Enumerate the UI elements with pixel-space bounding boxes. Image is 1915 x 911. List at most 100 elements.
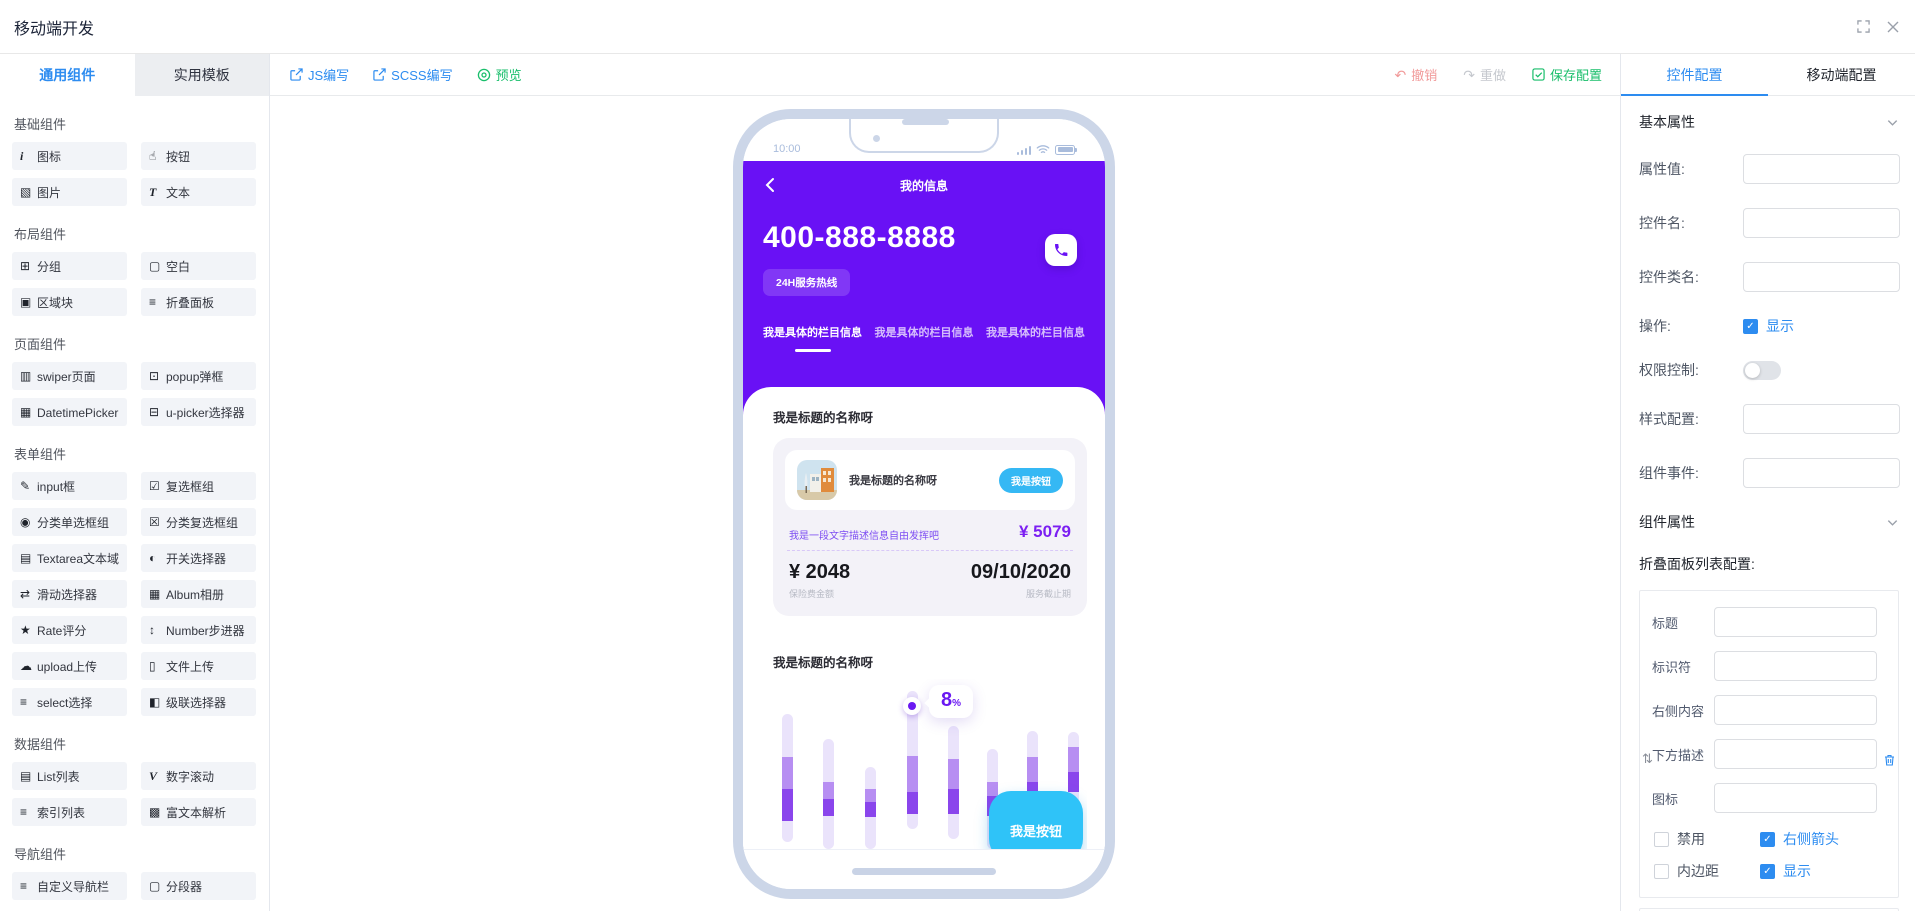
rich-text-icon: ▩	[149, 805, 161, 819]
option-checkbox-label: 显示	[1783, 863, 1811, 879]
component-item-category-checkbox-group[interactable]: ☒ 分类复选框组	[141, 508, 256, 536]
section-basic-attrs[interactable]: 基本属性	[1639, 112, 1899, 132]
chart-tooltip: 8%	[929, 685, 974, 718]
collapse-item-field-input[interactable]	[1714, 695, 1877, 725]
call-button[interactable]	[1045, 234, 1077, 266]
component-item-rate[interactable]: ★ Rate评分	[12, 616, 127, 644]
component-item-label: 分段器	[166, 879, 203, 894]
phone-footer	[743, 849, 1105, 887]
option-checkbox-label: 禁用	[1677, 831, 1705, 847]
phone-tab[interactable]: 我是具体的栏目信息	[874, 327, 974, 339]
component-item-collapse-panel[interactable]: ≡ 折叠面板	[141, 288, 256, 316]
component-item-group[interactable]: ⊞ 分组	[12, 252, 127, 280]
component-item-radio-group[interactable]: ◉ 分类单选框组	[12, 508, 127, 536]
component-item-number-scroll[interactable]: V 数字滚动	[141, 762, 256, 790]
style-config-input[interactable]	[1743, 404, 1900, 434]
component-item-blank[interactable]: ▢ 空白	[141, 252, 256, 280]
collapse-item-checkboxes: 禁用 ✓ 右侧箭头 内边距 ✓ 显示	[1652, 827, 1886, 889]
option-checkbox[interactable]	[1654, 831, 1669, 847]
component-item-u-picker[interactable]: ⊟ u-picker选择器	[141, 398, 256, 426]
component-item-segmenter[interactable]: ▢ 分段器	[141, 872, 256, 900]
component-item-cascader[interactable]: ◧ 级联选择器	[141, 688, 256, 716]
calendar-grid-icon: ⊟	[149, 405, 160, 419]
component-panel-tabs: 通用组件 实用模板	[0, 54, 269, 96]
collapse-item-fields: 标题 标识符 右侧内容 下方描述 图标	[1652, 607, 1886, 813]
attribute-value-input[interactable]	[1743, 154, 1900, 184]
component-item-datetime-picker[interactable]: ▦ DatetimePicker 选择器	[12, 398, 127, 426]
component-item-button[interactable]: ☝ 按钮	[141, 142, 256, 170]
back-chevron-icon[interactable]	[763, 177, 779, 193]
component-item-file-upload[interactable]: ▯ 文件上传	[141, 652, 256, 680]
component-item-rich-text[interactable]: ▩ 富文本解析	[141, 798, 256, 826]
chart-bar	[823, 739, 834, 849]
delete-icon[interactable]	[1884, 754, 1895, 766]
component-item-slider[interactable]: ⇄ 滑动选择器	[12, 580, 127, 608]
design-canvas[interactable]: 10:00	[270, 96, 1620, 911]
region-icon: ▣	[20, 295, 32, 309]
component-item-label: DatetimePicker 选择器	[37, 405, 121, 420]
tab-templates[interactable]: 实用模板	[134, 54, 269, 96]
section-title: 我是标题的名称呀	[773, 656, 874, 670]
field-label: 标题	[1652, 615, 1679, 631]
chart-bar-segment	[987, 782, 998, 796]
component-item-swiper-page[interactable]: ▥ swiper页面	[12, 362, 127, 390]
js-edit-button[interactable]: JS编写	[290, 65, 349, 84]
tab-widget-config[interactable]: 控件配置	[1621, 54, 1768, 96]
option-checkbox[interactable]	[1654, 863, 1669, 879]
component-groups: 基础组件 i 图标 ☝ 按钮 ▧ 图片 T 文本 布局组件 ⊞ 分组 ▢ 空白 ▣ 区域块 ≡ 折叠面板 页面组件 ▥…	[0, 96, 269, 910]
preview-button[interactable]: 预览	[477, 65, 522, 84]
collapse-item-field-input[interactable]	[1714, 607, 1877, 637]
camera-icon	[873, 135, 880, 142]
phone-tab[interactable]: 我是具体的栏目信息	[986, 327, 1085, 339]
component-item-number-stepper[interactable]: ↕ Number步进器	[141, 616, 256, 644]
component-item-checkbox-group[interactable]: ☑ 复选框组	[141, 472, 256, 500]
phone-tab[interactable]: 我是具体的栏目信息	[763, 324, 862, 354]
widget-name-input[interactable]	[1743, 208, 1900, 238]
field-label: 图标	[1652, 791, 1679, 807]
component-item-upload[interactable]: ☁ upload上传	[12, 652, 127, 680]
collapse-item-field-input[interactable]	[1714, 739, 1877, 769]
component-item-select[interactable]: ≡ select选择	[12, 688, 127, 716]
component-item-list[interactable]: ▤ List列表	[12, 762, 127, 790]
option-checkbox[interactable]: ✓	[1760, 831, 1775, 847]
component-item-image[interactable]: ▧ 图片	[12, 178, 127, 206]
permission-toggle[interactable]	[1743, 360, 1781, 380]
chart-bar-segment	[782, 789, 793, 821]
popup-icon: ⊡	[149, 369, 160, 383]
component-event-input[interactable]	[1743, 458, 1900, 488]
component-group-title: 页面组件	[14, 337, 67, 352]
component-item-input-box[interactable]: ✎ input框	[12, 472, 127, 500]
component-item-text[interactable]: T 文本	[141, 178, 256, 206]
card-button[interactable]: 我是按钮	[999, 467, 1063, 493]
section-component-attrs[interactable]: 组件属性	[1639, 512, 1899, 532]
component-item-label: 图标	[37, 149, 62, 164]
stepper-icon: ↕	[149, 623, 155, 637]
undo-button[interactable]: ↶ 撤销	[1394, 65, 1437, 84]
widget-class-input[interactable]	[1743, 262, 1900, 292]
tab-common-components[interactable]: 通用组件	[0, 54, 135, 96]
redo-button[interactable]: ↷ 重做	[1463, 65, 1506, 84]
floating-action-button[interactable]: 我是按钮	[989, 791, 1083, 849]
chart-bar-segment	[948, 789, 959, 814]
index-list-icon: ≡	[20, 805, 28, 819]
save-config-button[interactable]: 保存配置	[1532, 65, 1602, 84]
component-item-popup[interactable]: ⊡ popup弹框	[141, 362, 256, 390]
component-group-title: 基础组件	[14, 117, 67, 132]
component-item-switch[interactable]: ◐ 开关选择器	[141, 544, 256, 572]
component-item-icon[interactable]: i 图标	[12, 142, 127, 170]
scss-edit-button[interactable]: SCSS编写	[373, 65, 453, 84]
component-item-album[interactable]: ▦ Album相册	[141, 580, 256, 608]
option-checkbox[interactable]: ✓	[1760, 863, 1775, 879]
drag-handle-icon[interactable]: ⇅	[1642, 751, 1653, 766]
component-item-region-block[interactable]: ▣ 区域块	[12, 288, 127, 316]
component-item-custom-navbar[interactable]: ≡ 自定义导航栏	[12, 872, 127, 900]
fullscreen-icon[interactable]	[1855, 19, 1871, 35]
close-icon[interactable]	[1885, 19, 1901, 35]
component-item-index-list[interactable]: ≡ 索引列表	[12, 798, 127, 826]
collapse-item-field-input[interactable]	[1714, 783, 1877, 813]
show-checkbox[interactable]: ✓	[1743, 318, 1758, 334]
tab-mobile-config[interactable]: 移动端配置	[1806, 66, 1877, 83]
component-item-textarea[interactable]: ▤ Textarea文本域	[12, 544, 127, 572]
collapse-item-field-input[interactable]	[1714, 651, 1877, 681]
component-item-label: 富文本解析	[166, 805, 227, 820]
